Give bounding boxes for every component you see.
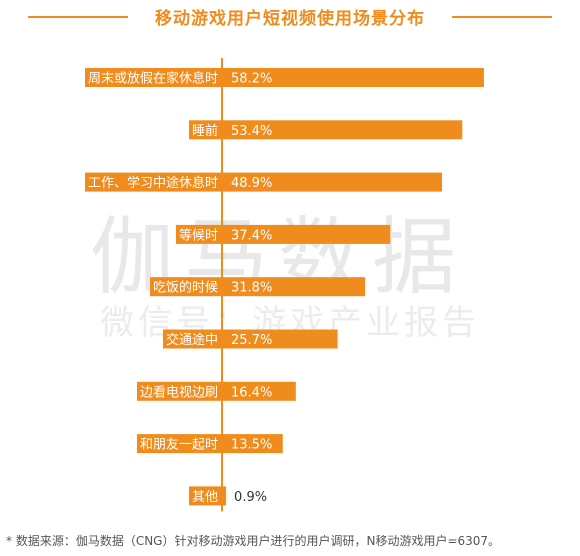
bar [222,329,338,349]
bar [222,434,283,454]
category-label-bg [149,277,221,297]
value-label: 25.7% [231,333,272,348]
value-label: 53.4% [231,124,272,139]
category-label-bg [162,329,221,349]
category-label-bg [136,381,221,401]
chart-header: 移动游戏用户短视频使用场景分布 [0,0,580,34]
category-label-bg [188,486,221,506]
bar [222,486,227,506]
value-label: 58.2% [231,72,272,87]
header-rule-right [452,16,552,18]
bar-chart: 周末或放假在家休息时 58.2% 睡前 53.4% 工作、学习中途休息时 48.9% 等候时… [84,58,484,512]
category-label: 吃饭的时候 [153,280,218,296]
category-label: 边看电视边刷 [140,384,218,400]
category-label: 工作、学习中途休息时 [88,175,218,191]
value-label: 0.9% [234,490,267,505]
category-label: 等候时 [179,227,218,243]
category-label-bg [136,434,221,454]
footnote: * 数据来源：伽马数据（CNG）针对移动游戏用户进行的用户调研，N移动游戏用户=… [6,534,501,548]
value-label: 13.5% [231,438,272,453]
category-label: 交通途中 [166,332,218,348]
bar [222,172,443,192]
category-label-bg [188,120,221,140]
value-label: 16.4% [231,385,272,400]
value-label: 31.8% [231,281,272,296]
bar [222,277,366,297]
bar [222,224,391,244]
chart-title: 移动游戏用户短视频使用场景分布 [155,9,425,29]
header-rule-left [28,16,128,18]
category-label: 和朋友一起时 [140,437,218,453]
value-label: 48.9% [231,176,272,191]
bar [222,381,296,401]
category-label-bg [84,172,221,192]
bar [222,68,484,87]
category-label-bg [175,224,221,244]
category-label: 周末或放假在家休息时 [88,71,218,87]
category-label: 睡前 [192,123,218,139]
value-label: 37.4% [231,228,272,243]
category-label-bg [84,68,221,87]
bar [222,120,463,140]
category-label: 其他 [192,490,218,505]
